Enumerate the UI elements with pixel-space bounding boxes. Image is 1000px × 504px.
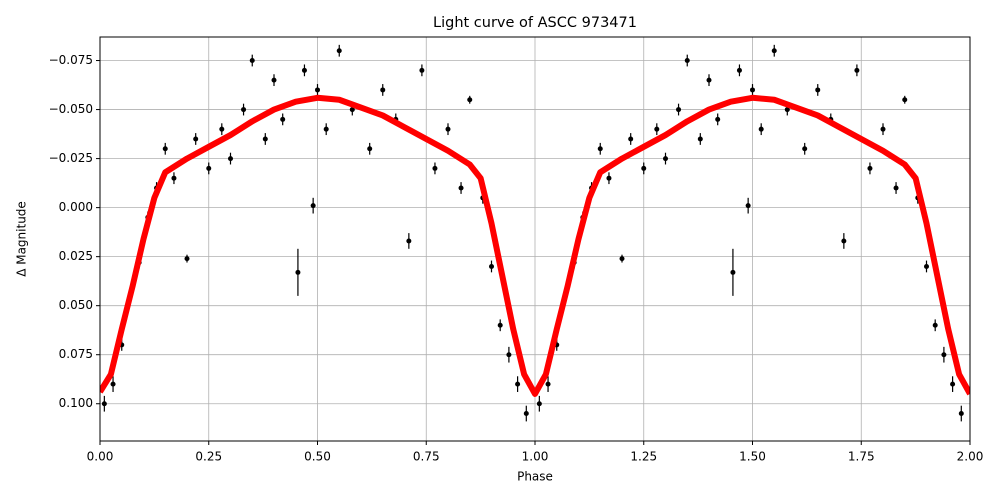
data-point [506, 352, 512, 358]
y-axis-label: Δ Magnitude [15, 201, 29, 277]
data-point [676, 107, 682, 113]
data-point [295, 269, 301, 275]
y-tick-label: 0.075 [59, 347, 93, 361]
data-point [101, 401, 107, 407]
data-point [367, 146, 373, 152]
data-point [706, 77, 712, 83]
data-point [941, 352, 947, 358]
x-axis-label: Phase [517, 470, 553, 484]
data-point [784, 107, 790, 113]
data-point [758, 126, 764, 132]
y-tick-label: −0.075 [49, 53, 93, 67]
x-tick-label: 1.25 [630, 450, 657, 464]
data-point [280, 116, 286, 122]
data-point [467, 97, 473, 103]
x-tick-label: 0.75 [413, 450, 440, 464]
data-point [349, 107, 355, 113]
x-tick-label: 0.50 [304, 450, 331, 464]
chart-title: Light curve of ASCC 973471 [433, 15, 637, 31]
data-point [893, 185, 899, 191]
data-point [228, 156, 233, 162]
data-point [697, 136, 703, 142]
data-point [262, 136, 268, 142]
data-point [523, 411, 529, 417]
data-point [315, 87, 320, 93]
x-tick-label: 1.75 [848, 450, 875, 464]
x-tick-label: 0.25 [195, 450, 222, 464]
data-point [497, 322, 503, 328]
data-point [419, 67, 425, 73]
data-point [684, 58, 690, 64]
data-point [310, 203, 316, 209]
data-point [771, 48, 777, 54]
data-point [880, 126, 886, 132]
data-point [854, 67, 860, 73]
x-tick-label: 1.50 [739, 450, 766, 464]
data-point [950, 381, 956, 387]
data-point [932, 322, 938, 328]
data-point [193, 136, 199, 142]
data-point [924, 263, 929, 269]
data-point [628, 136, 634, 142]
data-point [301, 67, 307, 73]
model-line [100, 94, 970, 397]
data-point [184, 256, 190, 262]
data-point [750, 87, 755, 93]
data-point [841, 238, 847, 244]
y-tick-label: 0.025 [59, 249, 93, 263]
data-point [445, 126, 451, 132]
data-point [536, 401, 542, 407]
data-point [323, 126, 329, 132]
data-point [489, 263, 494, 269]
data-point [162, 146, 168, 152]
data-point [663, 156, 668, 162]
data-point [545, 381, 551, 387]
data-point [619, 256, 625, 262]
data-point [219, 126, 225, 132]
data-point [802, 146, 808, 152]
data-point [336, 48, 342, 54]
y-tick-label: 0.100 [59, 396, 93, 410]
y-tick-label: 0.000 [59, 200, 93, 214]
data-point [406, 238, 412, 244]
data-point [458, 185, 464, 191]
data-point [241, 107, 247, 113]
data-point [249, 58, 255, 64]
x-tick-label: 0.00 [87, 450, 114, 464]
data-point [736, 67, 742, 73]
plot-frame [99, 36, 971, 442]
y-tick-label: −0.025 [49, 151, 93, 165]
data-point [958, 411, 964, 417]
y-tick-label: −0.050 [49, 102, 93, 116]
data-point [271, 77, 277, 83]
data-point [206, 165, 212, 171]
x-tick-label: 1.00 [522, 450, 549, 464]
x-tick-label: 2.00 [957, 450, 984, 464]
data-point [867, 165, 873, 171]
data-point [110, 381, 116, 387]
data-point [432, 165, 438, 171]
data-point [515, 381, 521, 387]
data-point [654, 126, 660, 132]
y-tick-label: 0.050 [59, 298, 93, 312]
data-point [745, 203, 751, 209]
data-point [715, 116, 721, 122]
data-point [902, 97, 908, 103]
data-point [171, 175, 177, 181]
data-point [815, 87, 821, 93]
data-point [597, 146, 603, 152]
data-point [606, 175, 612, 181]
data-point [641, 165, 647, 171]
data-point [380, 87, 386, 93]
data-point [730, 269, 736, 275]
